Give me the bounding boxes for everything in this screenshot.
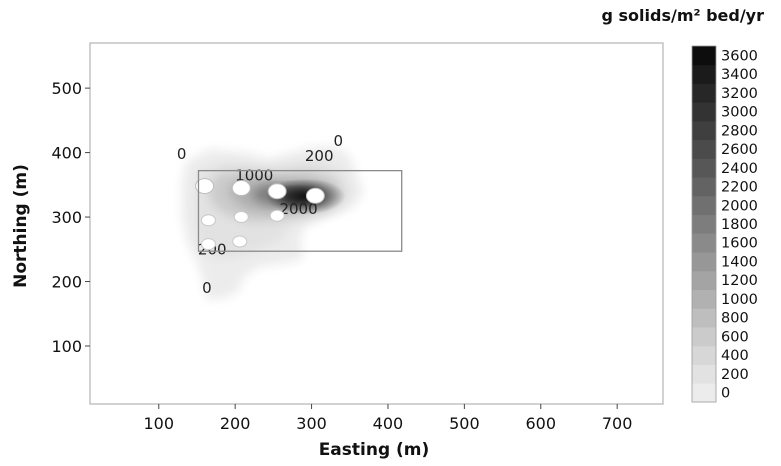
x-axis-title: Easting (m) <box>319 440 430 460</box>
x-tick-label: 700 <box>602 414 633 433</box>
x-tick-label: 300 <box>296 414 327 433</box>
colorbar-swatch <box>692 139 716 159</box>
x-tick-label: 400 <box>373 414 404 433</box>
y-tick-label: 100 <box>51 337 82 356</box>
colorbar-swatch <box>692 158 716 178</box>
colorbar-label: 0 <box>721 386 730 402</box>
colorbar-label: 1400 <box>721 254 758 270</box>
colorbar-label: 3200 <box>721 86 758 102</box>
source-marker <box>231 180 251 197</box>
colorbar-label: 2400 <box>721 161 758 177</box>
colorbar-swatch <box>692 120 716 141</box>
source-marker <box>233 211 249 224</box>
colorbar-label: 1200 <box>721 273 758 289</box>
colorbar-swatch <box>692 64 716 84</box>
contour-label: 0 <box>177 145 187 163</box>
contour-label: 0 <box>334 132 344 150</box>
unit-title: g solids/m² bed/yr <box>602 6 765 25</box>
colorbar-label: 3000 <box>721 105 758 121</box>
colorbar-label: 200 <box>721 367 749 383</box>
colorbar-swatch <box>692 233 716 253</box>
colorbar-swatch <box>692 214 716 234</box>
colorbar-label: 2200 <box>721 180 758 196</box>
colorbar-label: 600 <box>721 329 749 345</box>
colorbar-swatch <box>692 46 716 66</box>
colorbar-label: 800 <box>721 311 749 327</box>
colorbar-label: 2600 <box>721 142 758 158</box>
colorbar-label: 1800 <box>721 217 758 233</box>
source-area-rectangle <box>197 169 403 252</box>
colorbar-label: 1000 <box>721 292 758 308</box>
colorbar-label: 3400 <box>721 67 758 83</box>
x-tick-label: 200 <box>220 414 251 433</box>
colorbar-swatch <box>692 364 716 384</box>
emission-sources <box>195 178 325 251</box>
contour-label: 200 <box>305 147 334 165</box>
plot-area <box>89 42 664 405</box>
y-tick-label: 200 <box>51 273 82 292</box>
colorbar-swatch <box>692 289 716 309</box>
colorbar-label: 2800 <box>721 123 758 139</box>
colorbar-label: 400 <box>721 348 749 364</box>
x-axis-ticks: 100 200 300 400 500 600 700 <box>143 404 632 433</box>
x-tick-label: 600 <box>525 414 556 433</box>
source-marker <box>200 214 216 227</box>
y-axis-title: Northing (m) <box>11 164 31 288</box>
colorbar-label: 2000 <box>721 198 758 214</box>
colorbar-swatch <box>692 383 716 403</box>
source-marker <box>200 238 216 251</box>
colorbar-swatch <box>692 252 716 272</box>
source-marker <box>195 178 215 195</box>
colorbar-swatch <box>692 308 716 328</box>
colorbar-frame <box>691 45 717 403</box>
colorbar-swatch <box>692 83 716 103</box>
x-tick-label: 500 <box>449 414 480 433</box>
colorbar-label: 1600 <box>721 236 758 252</box>
colorbar-swatch <box>692 102 716 122</box>
colorbar-swatch <box>692 345 716 365</box>
source-marker <box>305 187 325 204</box>
y-tick-label: 400 <box>51 144 82 163</box>
colorbar: 0 200 400 600 800 1000 1200 1400 1600 1800 2000 220… <box>691 45 758 403</box>
colorbar-swatch <box>692 195 716 216</box>
y-tick-label: 500 <box>51 79 82 98</box>
colorbar-label: 3600 <box>721 48 758 64</box>
source-marker <box>267 183 287 200</box>
y-axis-ticks: 100 200 300 400 500 <box>51 79 90 356</box>
contour-label: 2000 <box>279 200 317 218</box>
x-tick-label: 100 <box>143 414 174 433</box>
colorbar-swatch <box>692 327 716 347</box>
source-marker <box>269 209 285 222</box>
contour-label: 0 <box>202 279 212 297</box>
source-marker <box>232 235 248 248</box>
y-tick-label: 300 <box>51 208 82 227</box>
colorbar-swatch <box>692 270 716 290</box>
colorbar-swatch <box>692 177 716 197</box>
